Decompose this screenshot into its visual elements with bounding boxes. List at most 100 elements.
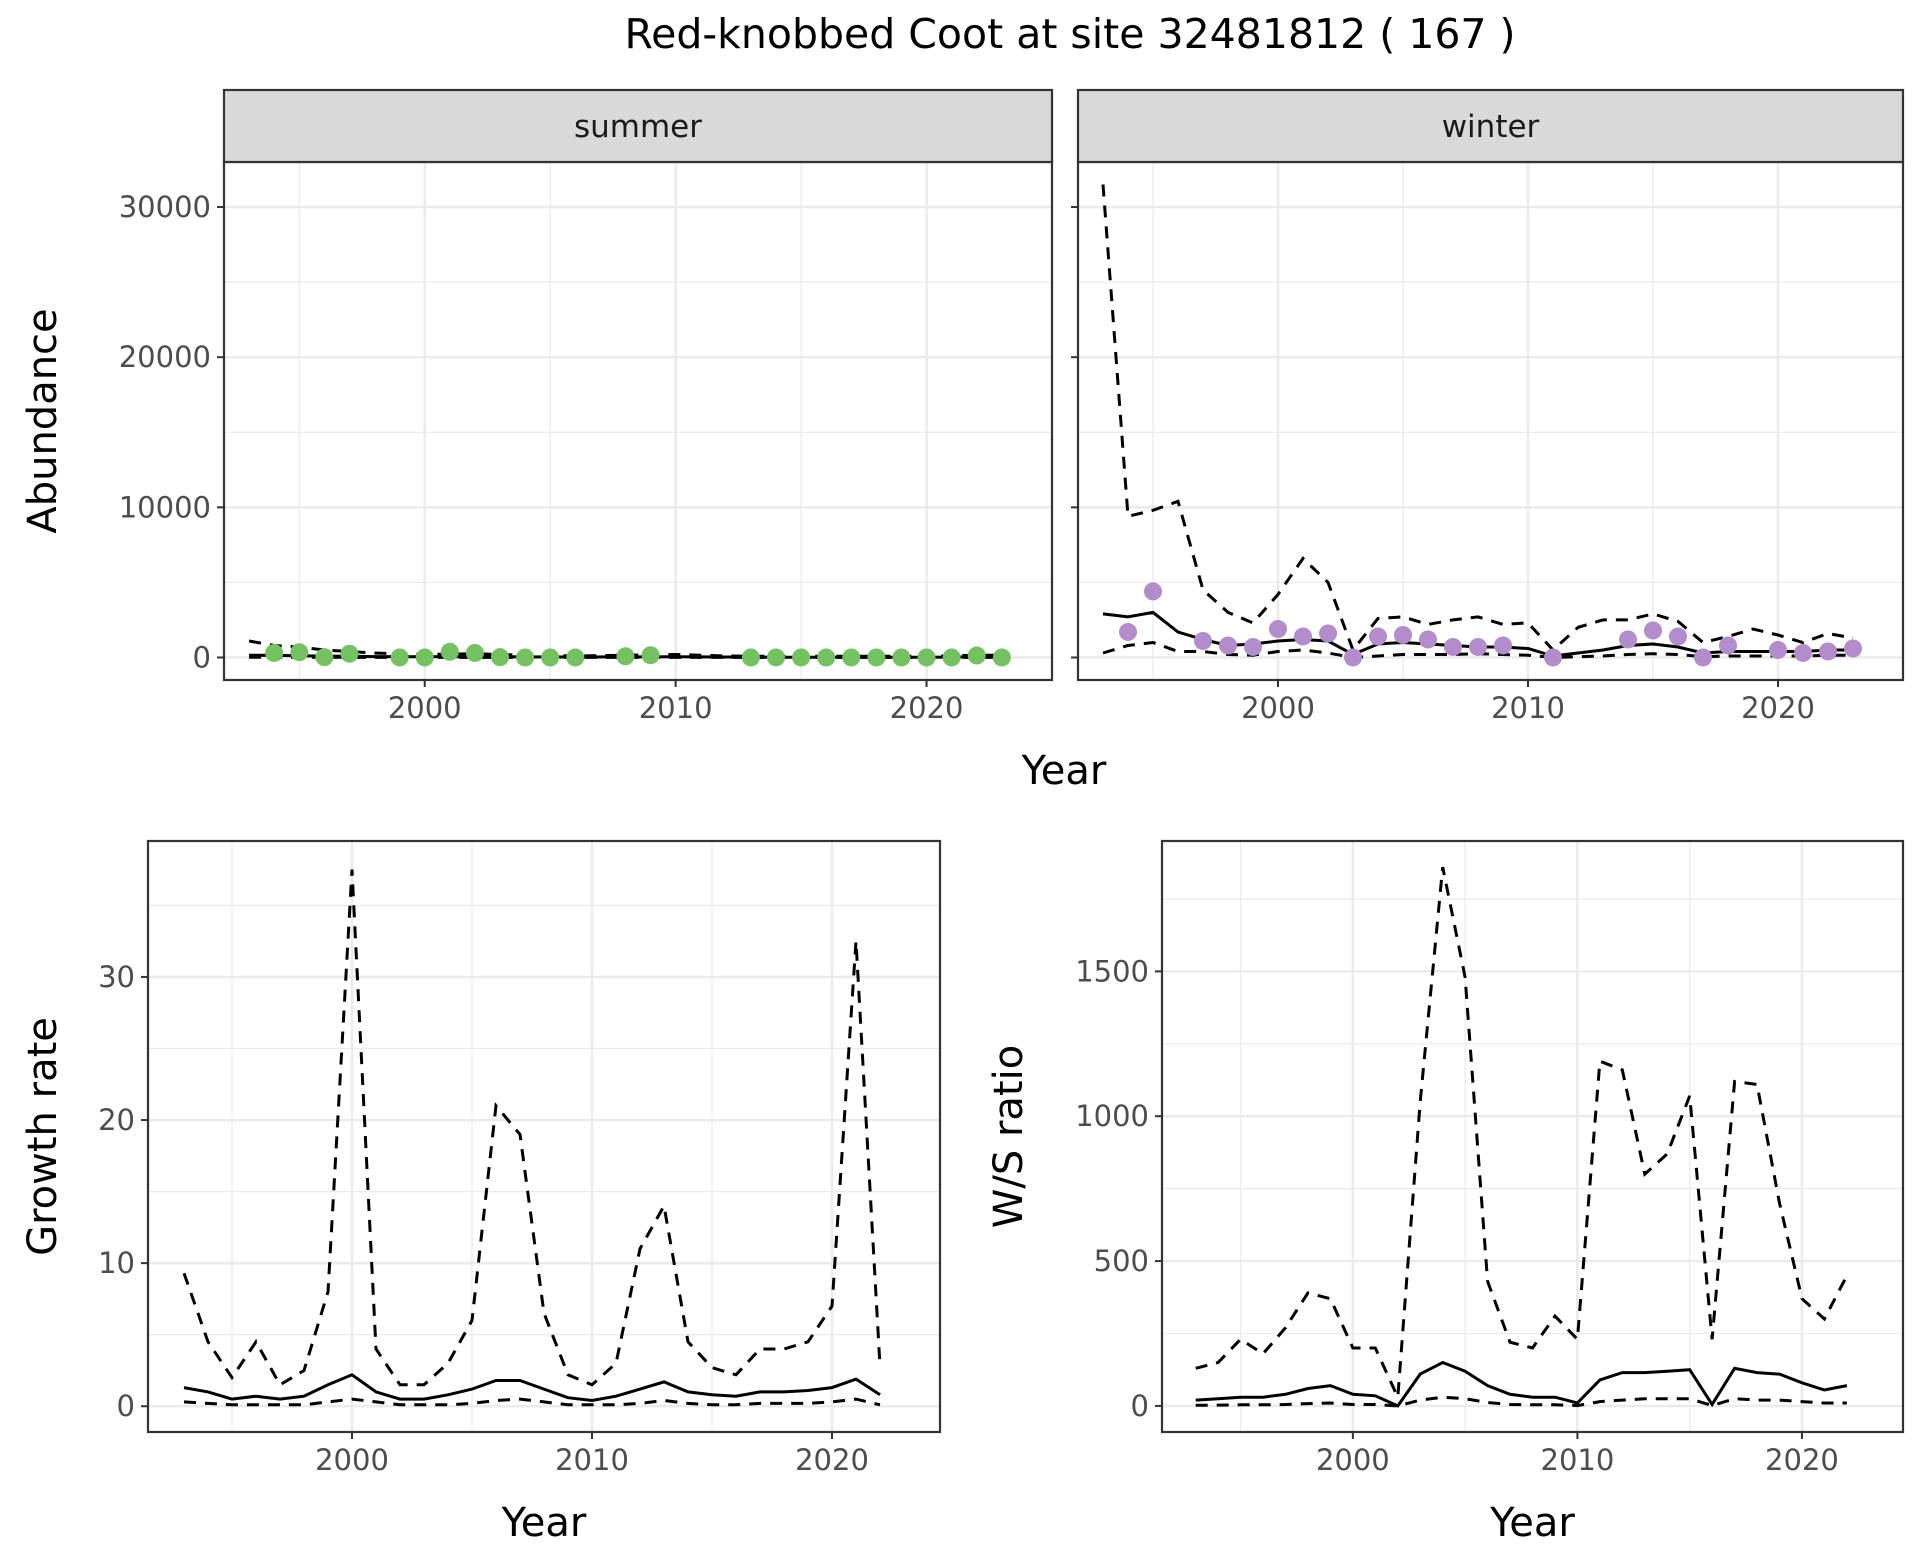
x-tick-label: 2000 [1241, 691, 1315, 725]
winter-data-point [1819, 642, 1837, 661]
winter-data-point [1644, 621, 1662, 640]
x-tick-label: 2020 [890, 691, 964, 725]
winter-data-point [1419, 630, 1437, 649]
winter-data-point [1144, 582, 1162, 601]
winter-data-point [1669, 627, 1687, 646]
summer-data-point [440, 642, 459, 661]
summer-data-point [491, 648, 509, 667]
winter-data-point [1619, 630, 1637, 649]
summer-data-point [415, 648, 434, 667]
upper-bound-line [1195, 866, 1849, 1398]
y-tick-label: 1500 [1075, 954, 1149, 988]
summer-data-point [566, 648, 585, 667]
mean-line [183, 1373, 881, 1403]
summer-data-point [817, 648, 836, 667]
summer-data-point [942, 648, 961, 667]
summer-data-point [967, 646, 986, 665]
summer-data-point [616, 647, 635, 666]
summer-data-point [340, 644, 359, 663]
summer-data-point [741, 648, 760, 667]
y-axis-title: Abundance [20, 308, 66, 533]
winter-data-point [1844, 639, 1862, 658]
y-axis-title: W/S ratio [986, 1045, 1032, 1228]
x-tick-label: 2020 [1741, 691, 1815, 725]
winter-data-point [1344, 648, 1362, 667]
summer-data-point [516, 648, 535, 667]
y-tick-label: 20 [98, 1103, 135, 1137]
lower-bound-line [183, 1397, 881, 1407]
facet-strip [222, 88, 1054, 164]
summer-data-point [390, 648, 409, 667]
winter-data-point [1319, 624, 1337, 643]
winter-data-point [1119, 622, 1137, 641]
summer-data-point [641, 646, 660, 665]
x-tick-label: 2000 [315, 1443, 389, 1477]
chart-title: Red-knobbed Coot at site 32481812 ( 167 … [624, 10, 1515, 58]
panel-border [1160, 839, 1905, 1434]
summer-data-point [465, 643, 484, 662]
panel-background [148, 841, 940, 1432]
winter-data-point [1444, 637, 1462, 656]
x-tick-label: 2020 [795, 1443, 869, 1477]
y-tick-label: 0 [193, 640, 211, 674]
x-axis-title: Year [1021, 748, 1107, 794]
summer-data-point [892, 648, 911, 667]
winter-data-point [1794, 643, 1812, 662]
winter-data-point [1244, 637, 1262, 656]
y-tick-label: 10000 [119, 490, 211, 524]
summer-data-point [315, 648, 334, 667]
winter-data-point [1194, 631, 1212, 650]
panel-border [146, 839, 942, 1434]
winter-data-point [1294, 627, 1312, 646]
summer-data-point [992, 648, 1011, 667]
y-tick-label: 30 [98, 960, 135, 994]
summer-data-point [842, 648, 861, 667]
facet-strip [1076, 88, 1905, 164]
facet-strip-label: summer [574, 109, 702, 145]
x-tick-label: 2010 [555, 1443, 629, 1477]
summer-data-point [767, 648, 785, 667]
winter-data-point [1269, 619, 1287, 638]
y-axis-title: Growth rate [20, 1017, 66, 1256]
summer-data-point [917, 648, 936, 667]
upper-bound-line [182, 869, 882, 1387]
x-tick-label: 2000 [388, 691, 462, 725]
mean-line [1195, 1360, 1848, 1408]
summer-data-point [792, 648, 811, 667]
x-tick-label: 2010 [1541, 1443, 1615, 1477]
y-tick-label: 10 [98, 1246, 135, 1280]
summer-data-point [541, 648, 560, 667]
panel-background [1162, 841, 1903, 1432]
panel-background [224, 162, 1052, 680]
winter-data-point [1394, 625, 1412, 644]
y-tick-label: 30000 [119, 190, 211, 224]
summer-data-point [867, 648, 886, 667]
winter-data-point [1369, 627, 1387, 646]
x-axis-title: Year [1489, 1500, 1575, 1546]
y-tick-label: 500 [1094, 1244, 1149, 1278]
winter-data-point [1719, 636, 1737, 655]
y-tick-label: 20000 [119, 340, 211, 374]
x-tick-label: 2000 [1316, 1443, 1390, 1477]
facet-strip-label: winter [1442, 109, 1540, 145]
lower-bound-line [1195, 1395, 1847, 1408]
panel-background [1078, 162, 1903, 680]
upper-bound-line [1101, 184, 1854, 654]
winter-data-point [1494, 636, 1512, 655]
winter-data-point [1694, 648, 1712, 667]
summer-data-point [290, 643, 309, 662]
winter-data-point [1769, 640, 1787, 659]
summer-data-point [265, 643, 284, 662]
x-tick-label: 2010 [639, 691, 713, 725]
y-tick-label: 1000 [1075, 1099, 1149, 1133]
winter-data-point [1544, 648, 1562, 667]
x-axis-title: Year [501, 1500, 587, 1546]
x-tick-label: 2010 [1491, 691, 1565, 725]
y-tick-label: 0 [1131, 1389, 1149, 1423]
winter-data-point [1469, 637, 1487, 656]
y-tick-label: 0 [117, 1389, 135, 1423]
winter-data-point [1219, 636, 1237, 655]
x-tick-label: 2020 [1765, 1443, 1839, 1477]
